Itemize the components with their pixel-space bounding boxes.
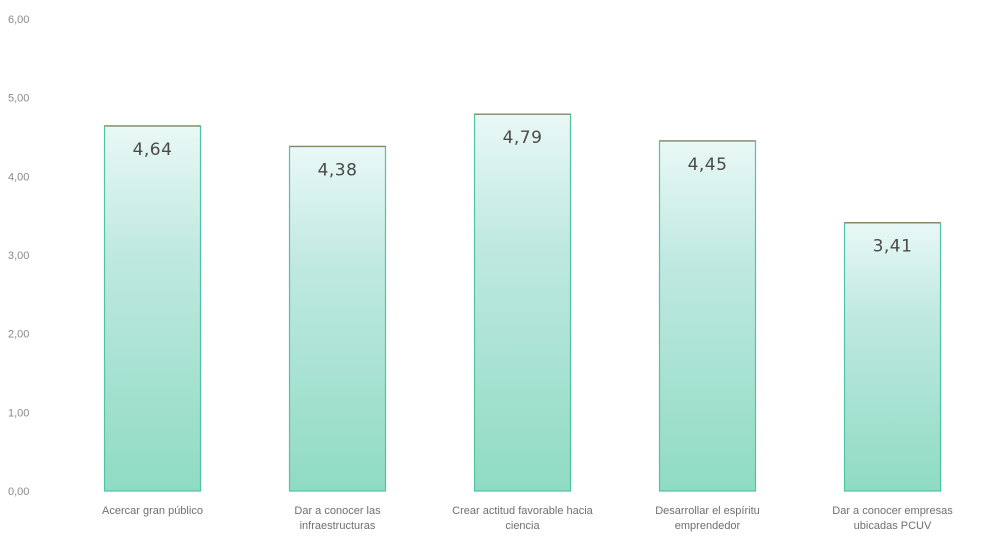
x-category-label: Crear actitud favorable hacia ciencia (452, 505, 594, 532)
bar (103, 125, 202, 492)
x-axis: Acercar gran público Dar a conocer las inf… (102, 505, 953, 532)
y-tick-label: 0,00 (8, 486, 29, 498)
y-axis: 0,00 1,00 2,00 3,00 4,00 5,00 6,00 (8, 14, 29, 498)
data-labels-group: 4,64 4,38 4,79 4,45 3,41 (133, 128, 913, 257)
data-label: 4,64 (133, 140, 173, 160)
x-category-label: Dar a conocer empresas ubicadas PCUV (832, 505, 953, 532)
y-tick-label: 2,00 (8, 329, 29, 341)
x-category-label: Acercar gran público (102, 505, 203, 517)
x-category-label: Dar a conocer las infraestructuras (294, 505, 381, 532)
y-tick-label: 1,00 (8, 407, 29, 419)
y-tick-label: 3,00 (8, 250, 29, 262)
data-label: 4,45 (688, 155, 728, 175)
bar (658, 140, 757, 492)
bar (288, 145, 387, 492)
bar (843, 222, 942, 492)
y-tick-label: 6,00 (8, 14, 29, 26)
y-tick-label: 5,00 (8, 93, 29, 105)
data-label: 4,38 (318, 160, 358, 180)
x-category-label: Desarrollar el espíritu emprendedor (655, 505, 760, 532)
bars-group (103, 113, 942, 492)
data-label: 4,79 (503, 128, 543, 148)
y-tick-label: 4,00 (8, 171, 29, 183)
data-label: 3,41 (873, 237, 913, 257)
bar (473, 113, 572, 492)
